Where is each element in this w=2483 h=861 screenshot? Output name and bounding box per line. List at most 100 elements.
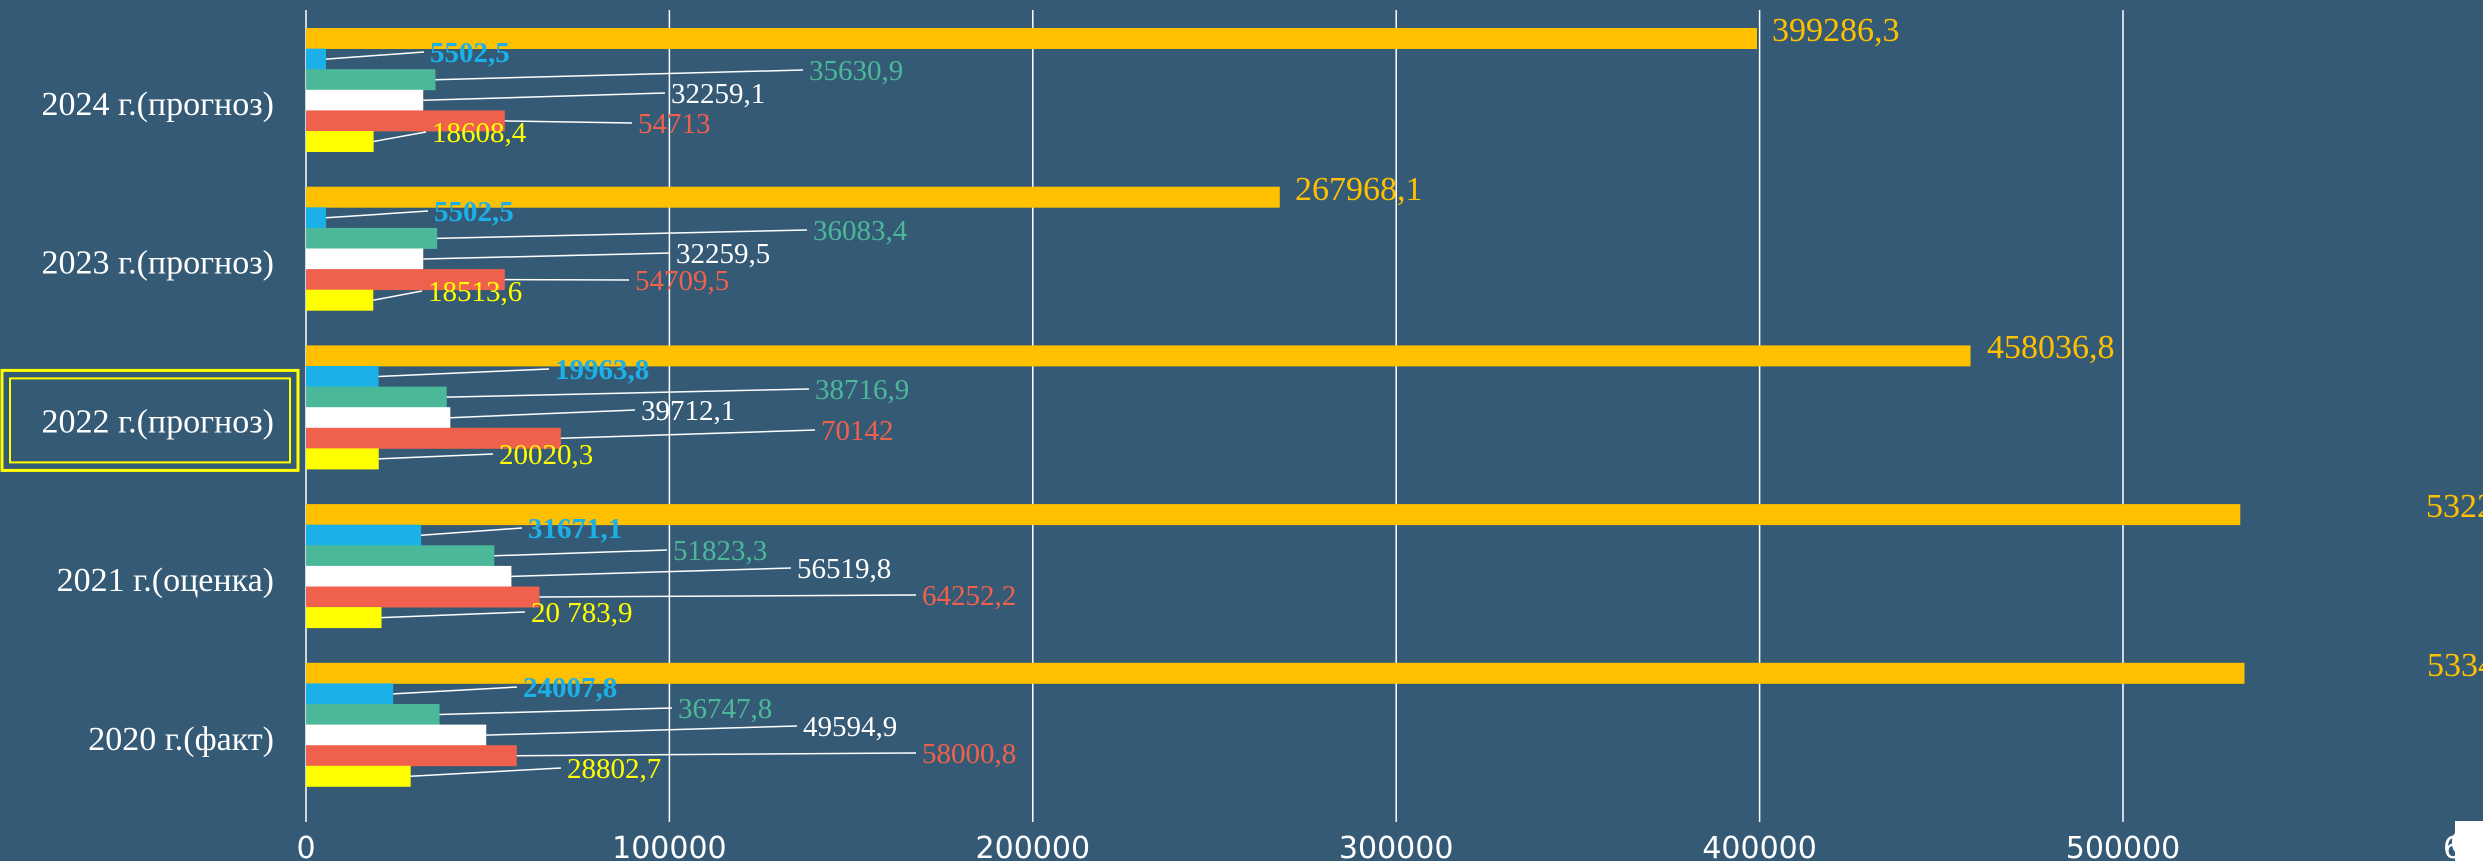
data-label: 54709,5: [635, 265, 729, 297]
bar: [306, 207, 326, 229]
leader-line: [435, 69, 804, 81]
bar: [306, 524, 422, 546]
category-label: 2023 г.(прогноз): [41, 245, 274, 282]
data-label: 20020,3: [499, 439, 593, 471]
data-label: 54713: [638, 108, 711, 140]
highlight-frame-inner: [9, 377, 291, 464]
leader-line: [486, 725, 798, 736]
bar: [306, 269, 505, 291]
bar: [306, 131, 374, 152]
data-label: 56519,8: [797, 553, 891, 585]
data-label: 533429: [2427, 647, 2483, 684]
data-label: 458036,8: [1987, 329, 2115, 366]
bar: [306, 545, 495, 567]
leader-line: [423, 252, 671, 260]
data-label: 32259,5: [676, 238, 770, 270]
data-label: 39712,1: [641, 395, 735, 427]
leader-line: [539, 594, 917, 598]
data-label: 28802,7: [567, 753, 661, 785]
data-label: 32259,1: [671, 78, 765, 110]
leader-line: [446, 388, 810, 398]
bars: [306, 28, 2245, 787]
data-label: 58000,8: [922, 738, 1016, 770]
bar: [306, 724, 487, 746]
bar: [306, 248, 424, 270]
leader-line: [381, 611, 526, 619]
highlight-frame-outer: [0, 368, 300, 472]
leader-line: [423, 92, 666, 102]
tick-label: 200000: [976, 831, 1091, 861]
data-label: 5502,5: [434, 196, 514, 228]
category-label: 2024 г.(прогноз): [41, 86, 274, 123]
leader-line: [516, 752, 917, 757]
category-labels: 2024 г.(прогноз) 2023 г.(прогноз) 2022 г.(…: [0, 86, 300, 758]
data-label: 532278,1: [2426, 488, 2483, 525]
bar: [306, 289, 374, 311]
bar: [306, 110, 505, 132]
category-label: 2021 г.(оценка): [57, 562, 274, 599]
tick-label: 100000: [612, 831, 727, 861]
data-label: 49594,9: [803, 711, 897, 743]
leader-line: [373, 290, 423, 301]
data-label: 70142: [821, 415, 894, 447]
leader-lines: [325, 51, 917, 778]
bar: [306, 683, 394, 705]
data-label: 64252,2: [922, 580, 1016, 612]
bar: [306, 427, 561, 449]
data-label: 267968,1: [1295, 171, 1423, 208]
bar: [306, 227, 438, 249]
bar: [306, 565, 512, 587]
data-label: 35630,9: [809, 55, 903, 87]
gridlines: [668, 10, 2124, 822]
leader-line: [393, 686, 518, 695]
data-label: 18608,4: [432, 117, 527, 149]
bar: [306, 386, 447, 408]
bar: [306, 345, 1971, 367]
leader-line: [410, 767, 562, 778]
bar: [306, 69, 436, 91]
value-axis: 0 100000 200000 300000 400000 500000 6: [296, 10, 2462, 861]
category-label: 2020 г.(факт): [88, 721, 274, 758]
data-label: 24007,8: [523, 672, 617, 704]
leader-line: [325, 210, 429, 219]
bar: [306, 745, 517, 767]
data-label: 5502,5: [430, 37, 510, 69]
data-label: 36083,4: [813, 215, 908, 247]
leader-line: [511, 567, 792, 578]
leader-line: [378, 453, 494, 460]
leader-line: [494, 549, 668, 557]
data-label: 31671,1: [528, 513, 622, 545]
bar: [306, 48, 326, 70]
tick-label: 0: [296, 831, 315, 861]
page-number-box: [2455, 821, 2483, 861]
bar: [306, 504, 2241, 526]
bar: [306, 448, 379, 470]
bar: [306, 28, 1758, 49]
tick-label: 400000: [1702, 831, 1817, 861]
data-label: 51823,3: [673, 535, 767, 567]
category-label: 2022 г.(прогноз): [41, 403, 274, 440]
data-label: 399286,3: [1772, 12, 1900, 49]
leader-line: [421, 527, 523, 536]
bar: [306, 186, 1280, 208]
leader-line: [325, 51, 425, 60]
page-number: 6: [2449, 826, 2469, 861]
bar: [306, 662, 2245, 684]
leader-line: [439, 707, 673, 716]
leader-line: [504, 120, 633, 124]
bar: [306, 704, 440, 725]
leader-line: [560, 429, 816, 440]
data-label: 19963,8: [555, 354, 649, 386]
bar: [306, 89, 424, 111]
leader-line: [450, 409, 636, 419]
bar: [306, 607, 382, 629]
tick-label: 500000: [2066, 831, 2181, 861]
data-label: 18513,6: [428, 276, 522, 308]
tick-label: 300000: [1339, 831, 1454, 861]
bar: [306, 407, 451, 429]
data-label: 20 783,9: [531, 597, 633, 629]
bar: [306, 765, 411, 787]
bar: [306, 366, 379, 387]
